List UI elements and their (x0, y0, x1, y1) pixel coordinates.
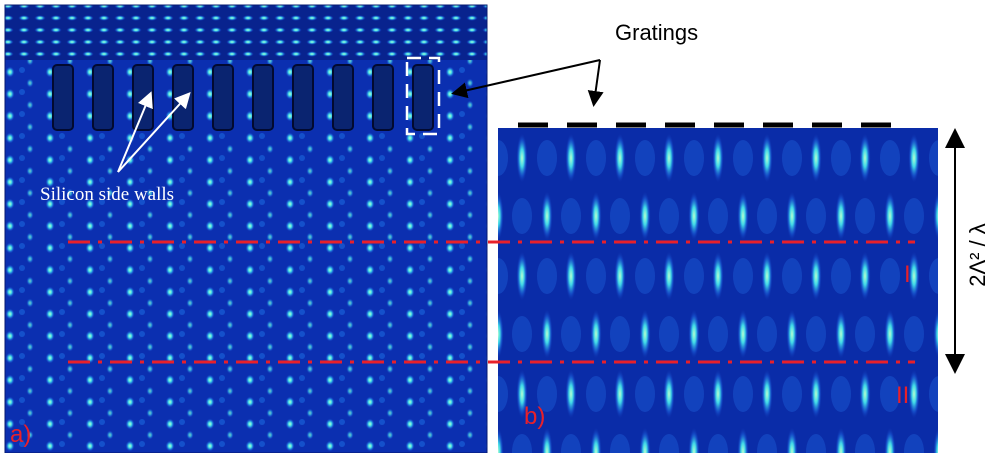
plane-label: I (904, 261, 911, 288)
field-image (498, 128, 938, 453)
figure: Silicon side walls a) b) I II Gratings 2… (0, 0, 992, 453)
period-label: 2Λ² / λ (965, 223, 990, 287)
panel-label: b) (524, 403, 545, 430)
callout-label: Gratings (615, 20, 698, 45)
panel-b: b) I II (498, 128, 938, 453)
panel-a: Silicon side walls a) (5, 5, 487, 453)
panel-label: a) (10, 421, 31, 448)
arrow (594, 60, 600, 103)
field-image-top (5, 5, 487, 60)
plane-label: II (896, 382, 909, 409)
sidewall-label: Silicon side walls (40, 184, 174, 205)
